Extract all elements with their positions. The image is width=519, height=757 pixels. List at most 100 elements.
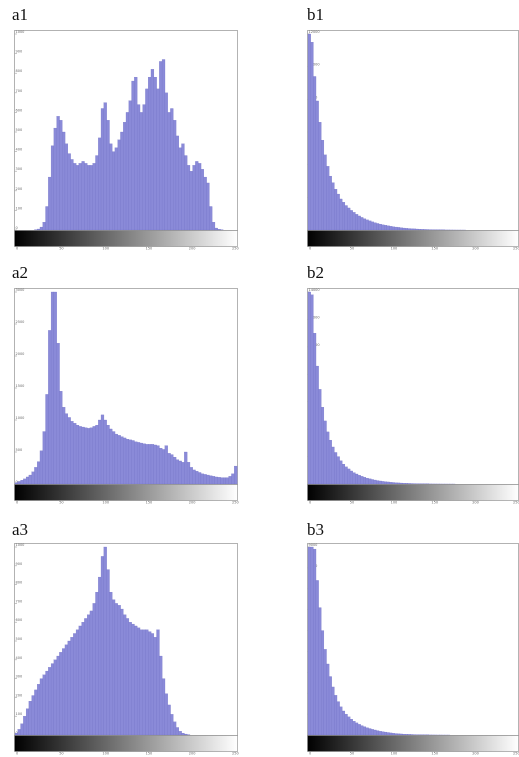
histogram-bar xyxy=(64,644,69,736)
histogram-bar xyxy=(67,153,71,231)
histogram-bar xyxy=(128,622,132,736)
histogram-bar xyxy=(92,426,96,485)
histogram-bar xyxy=(114,147,118,231)
histogram-bar xyxy=(120,608,124,736)
histogram-bar xyxy=(62,407,66,485)
histogram-bar xyxy=(336,456,340,485)
histogram-bar xyxy=(323,154,327,231)
histogram-svg-a1: 0 100 200 300 400 500 600 700 800 900 1000 0 50 100 15… xyxy=(14,30,239,251)
histogram-bar xyxy=(45,394,49,485)
y-tick-label: 300 xyxy=(16,167,23,171)
y-tick-label: 9000 xyxy=(309,543,318,547)
histogram-bar xyxy=(87,428,91,485)
histogram-bar xyxy=(128,439,132,485)
histogram-b2: 0200040006000800010000120001400005010015… xyxy=(307,288,519,505)
histogram-bar xyxy=(28,474,32,485)
histogram-bar xyxy=(78,625,82,736)
histogram-bar xyxy=(410,734,414,736)
x-tick-label: 150 xyxy=(146,752,153,756)
histogram-bar xyxy=(167,453,171,485)
histogram-bar xyxy=(352,472,356,485)
histogram-bar xyxy=(211,222,216,231)
histogram-bar xyxy=(391,482,395,485)
histogram-bar xyxy=(81,426,85,485)
histogram-bar xyxy=(310,294,314,485)
histogram-bar xyxy=(95,591,99,736)
histogram-bar xyxy=(103,546,107,736)
histogram-bar xyxy=(120,436,124,485)
histogram-bar xyxy=(384,731,388,736)
histogram-bar xyxy=(153,76,157,231)
histogram-bar xyxy=(214,227,218,231)
histogram-bar xyxy=(37,228,41,231)
histogram-bar xyxy=(315,580,319,736)
x-tick-label: 0 xyxy=(16,752,18,756)
y-tick-label: 14000 xyxy=(309,288,320,292)
histogram-bar xyxy=(84,163,88,231)
histogram-bar xyxy=(37,684,41,736)
histogram-bar xyxy=(200,473,204,485)
histogram-bar xyxy=(37,461,41,485)
histogram-bar xyxy=(20,723,24,736)
histogram-bar xyxy=(73,163,77,231)
histogram-bar xyxy=(347,468,351,485)
histogram-bar xyxy=(142,629,146,736)
histogram-bar xyxy=(48,176,52,231)
histogram-bar xyxy=(31,471,35,485)
x-tick-label: 150 xyxy=(431,501,438,505)
histogram-a3: 0100200300400500600700800900100005010015… xyxy=(14,543,239,756)
histogram-bar xyxy=(365,727,369,736)
x-tick-label: 200 xyxy=(472,247,479,251)
histogram-bar xyxy=(223,477,227,485)
y-tick-label: 900 xyxy=(16,562,23,566)
histogram-bar xyxy=(117,139,121,231)
histogram-bar xyxy=(84,427,88,485)
x-tick-label: 150 xyxy=(431,752,438,756)
histogram-bar xyxy=(344,713,348,736)
grayscale-bar xyxy=(307,484,519,501)
y-tick-label: 700 xyxy=(16,599,23,603)
histogram-bar xyxy=(195,161,199,231)
histogram-bar xyxy=(159,61,163,231)
histogram-bar xyxy=(397,227,401,231)
histogram-svg-b1: 0200040006000800010000120000501001502002… xyxy=(307,30,519,251)
histogram-bar xyxy=(103,419,107,485)
histogram-bar xyxy=(402,227,406,231)
histogram-bar xyxy=(136,627,141,736)
histogram-bar xyxy=(148,631,152,736)
histogram-bar xyxy=(67,417,71,485)
x-tick-label: 50 xyxy=(59,752,63,756)
histogram-bar xyxy=(178,460,182,485)
histogram-bar xyxy=(349,718,353,736)
x-tick-label: 0 xyxy=(309,247,311,251)
x-tick-label: 200 xyxy=(189,247,196,251)
histogram-bar xyxy=(412,228,416,231)
histogram-bar xyxy=(42,431,46,485)
histogram-bar xyxy=(407,734,411,736)
histogram-bar xyxy=(198,472,202,485)
histogram-bar xyxy=(381,481,385,485)
histogram-bar xyxy=(339,460,343,485)
x-tick-label: 250 xyxy=(232,752,239,756)
histogram-bar xyxy=(389,226,393,231)
histogram-bar xyxy=(407,483,411,485)
histogram-bar xyxy=(64,413,69,485)
histogram-bar xyxy=(48,667,52,736)
x-tick-label: 250 xyxy=(232,501,239,505)
histogram-bar xyxy=(357,724,361,736)
histogram-bar xyxy=(189,467,193,485)
histogram-bar xyxy=(195,471,199,485)
histogram-bar xyxy=(186,165,191,231)
histogram-bar xyxy=(131,623,135,736)
grayscale-bar xyxy=(14,484,238,501)
histogram-bar xyxy=(139,112,143,231)
x-tick-label: 200 xyxy=(189,752,196,756)
histogram-bar xyxy=(357,475,361,485)
histogram-bar xyxy=(164,693,168,736)
histogram-bar xyxy=(363,726,367,736)
y-tick-label: 700 xyxy=(16,89,23,93)
y-tick-label: 12000 xyxy=(309,30,320,34)
y-tick-label: 400 xyxy=(16,148,23,152)
histogram-bar xyxy=(178,731,182,736)
histogram-bar xyxy=(334,452,338,485)
